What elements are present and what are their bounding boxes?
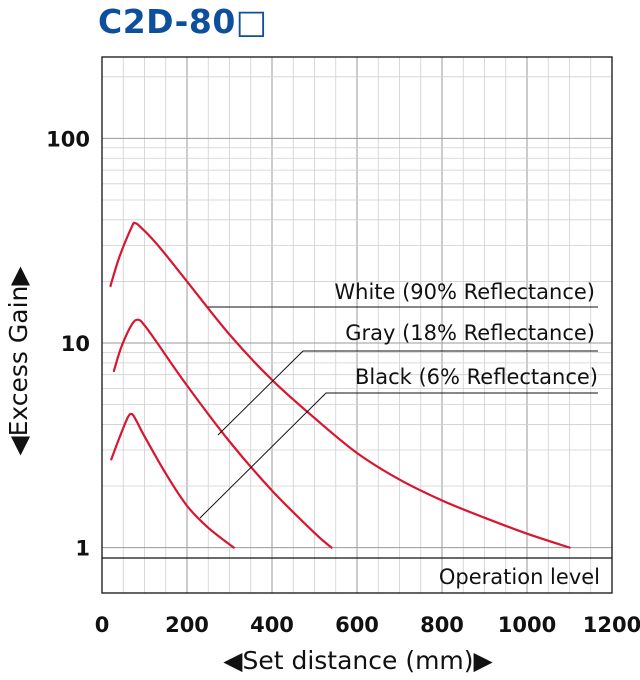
y-tick-label: 10: [61, 332, 90, 356]
x-tick-label: 400: [250, 613, 294, 637]
x-tick-labels: 0 200 400 600 800 1000 1200: [95, 613, 640, 637]
y-tick-label: 1: [75, 537, 90, 561]
annotation-gray: Gray (18% Reflectance): [345, 321, 595, 345]
x-tick-label: 800: [420, 613, 464, 637]
leader-line-black: [199, 392, 598, 519]
y-tick-label: 100: [46, 127, 90, 151]
series-line-gray: [112, 318, 333, 549]
x-axis-title: ◀Set distance (mm)▶: [223, 646, 493, 675]
series-line-black: [110, 412, 235, 549]
grid: [102, 57, 612, 593]
x-tick-label: 1200: [583, 613, 640, 637]
y-tick-labels: 1 10 100: [46, 127, 90, 560]
annotation-black: Black (6% Reflectance): [355, 365, 598, 389]
leader-line-gray: [217, 350, 598, 436]
chart-title: C2D-80□: [98, 2, 268, 41]
plot-frame: [101, 56, 613, 594]
x-tick-label: 600: [335, 613, 379, 637]
x-tick-label: 1000: [498, 613, 556, 637]
annotation-white: White (90% Reflectance): [334, 280, 595, 304]
x-tick-label: 200: [165, 613, 209, 637]
annotation-operation-level: Operation level: [439, 565, 600, 589]
x-tick-label: 0: [95, 613, 110, 637]
series-line-white: [109, 221, 571, 549]
series-layer: [109, 221, 571, 549]
leader-lines: [199, 306, 598, 519]
y-axis-title: ◀Excess Gain▶: [4, 266, 33, 456]
